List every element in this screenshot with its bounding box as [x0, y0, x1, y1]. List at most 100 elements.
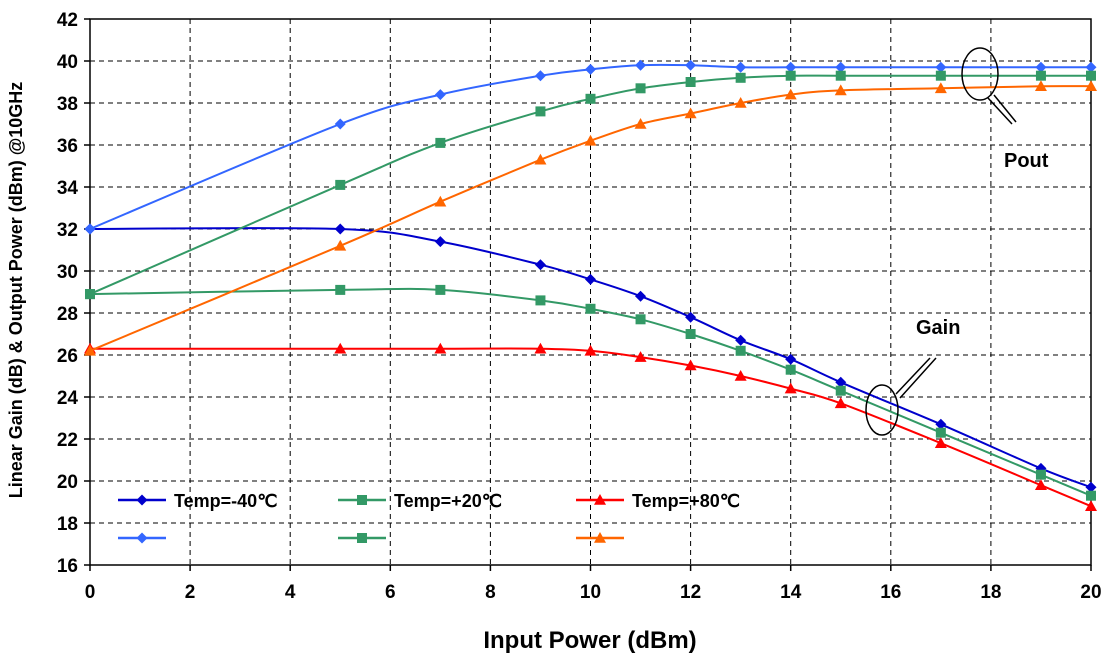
data-point: [585, 63, 596, 75]
data-point: [435, 284, 446, 295]
y-tick-label: 24: [57, 388, 79, 409]
data-point: [785, 364, 796, 375]
data-point: [334, 239, 347, 251]
x-tick-label: 20: [1080, 582, 1101, 603]
data-point: [685, 329, 696, 339]
data-point: [1085, 61, 1097, 73]
legend: Temp=-40℃ Temp=+20℃ Temp=+80℃: [118, 491, 740, 544]
data-point: [835, 385, 846, 396]
data-point: [1085, 500, 1097, 511]
series-pout-4: [85, 70, 1096, 300]
data-point: [84, 344, 96, 356]
data-point: [335, 284, 346, 295]
data-point: [935, 61, 947, 73]
data-point: [535, 295, 546, 306]
y-tick-label: 40: [57, 52, 78, 73]
y-tick-label: 16: [57, 556, 78, 577]
y-tick-label: 32: [57, 220, 78, 241]
data-point: [934, 437, 947, 448]
legend-marker: [357, 495, 367, 505]
series-pout-5: [84, 80, 1097, 356]
y-tick-label: 20: [57, 472, 78, 493]
data-point: [935, 418, 947, 430]
data-point: [434, 236, 446, 248]
data-point: [534, 153, 547, 165]
y-axis-label: Linear Gain (dB) & Output Power (dBm) @1…: [6, 82, 26, 499]
pout-callout: [987, 94, 1017, 125]
data-point: [935, 70, 946, 81]
legend-item: [338, 533, 386, 543]
legend-item: [118, 532, 166, 544]
x-tick-label: 0: [85, 582, 96, 603]
data-point: [685, 77, 696, 87]
legend-item: Temp=+80℃: [576, 491, 740, 511]
data-point: [1085, 481, 1097, 493]
data-point: [685, 59, 697, 71]
x-tick-label: 2: [185, 582, 196, 603]
legend-marker: [357, 533, 367, 543]
data-point: [684, 359, 697, 371]
data-point: [1086, 70, 1096, 81]
data-point: [584, 344, 597, 356]
data-point: [1035, 61, 1047, 73]
legend-item: Temp=+20℃: [338, 491, 502, 511]
y-tick-label: 26: [57, 346, 78, 367]
data-point: [935, 427, 946, 438]
legend-marker: [594, 494, 606, 505]
annotation-pout: Pout: [961, 47, 1049, 172]
data-point: [434, 342, 447, 354]
data-point: [1035, 70, 1046, 81]
y-tick-label: 28: [57, 304, 78, 325]
x-axis-label: Input Power (dBm): [483, 627, 696, 654]
data-point: [635, 59, 647, 71]
x-tick-label: 16: [880, 582, 901, 603]
data-point: [585, 93, 596, 104]
data-point: [834, 84, 847, 96]
y-tick-label: 34: [57, 178, 79, 199]
data-point: [535, 106, 546, 117]
data-point: [1085, 80, 1097, 91]
data-point: [685, 311, 697, 323]
y-tick-label: 42: [57, 10, 78, 31]
x-tick-label: 14: [780, 582, 802, 603]
data-point: [435, 137, 446, 148]
data-point: [835, 376, 847, 388]
legend-marker: [136, 494, 148, 506]
legend-marker: [136, 532, 148, 544]
data-point: [634, 118, 647, 129]
gain-callout: [895, 357, 937, 399]
data-point: [784, 382, 797, 394]
data-point: [635, 290, 647, 302]
x-tick-label: 6: [385, 582, 396, 603]
data-point: [1086, 490, 1096, 501]
legend-item: [576, 532, 624, 543]
data-point: [1035, 469, 1046, 480]
data-point: [585, 273, 596, 285]
legend-item: Temp=-40℃: [118, 491, 277, 511]
annotation-gain: Gain: [865, 317, 960, 436]
data-point: [784, 88, 797, 100]
legend-label: Temp=+80℃: [632, 491, 740, 511]
data-point: [434, 89, 446, 101]
legend-label: Temp=-40℃: [174, 491, 277, 511]
data-point: [734, 97, 747, 108]
y-tick-label: 30: [57, 262, 78, 283]
tick-labels: 0 2 4 6 8 10 12 14 16 18 2016182022242628303234363…: [57, 10, 1102, 603]
data-point: [785, 61, 797, 73]
data-point: [934, 82, 947, 94]
data-point: [534, 70, 546, 82]
data-point: [1034, 80, 1047, 91]
data-point: [634, 351, 647, 362]
data-point: [84, 223, 96, 235]
data-point: [785, 70, 796, 81]
data-point: [734, 370, 747, 381]
data-point: [335, 179, 346, 190]
y-tick-label: 36: [57, 136, 78, 157]
x-tick-label: 4: [285, 582, 296, 603]
data-point: [635, 83, 646, 94]
data-point: [735, 61, 747, 73]
data-point: [1034, 479, 1047, 490]
data-point: [735, 334, 747, 346]
x-tick-label: 8: [485, 582, 496, 603]
data-point: [735, 345, 746, 356]
